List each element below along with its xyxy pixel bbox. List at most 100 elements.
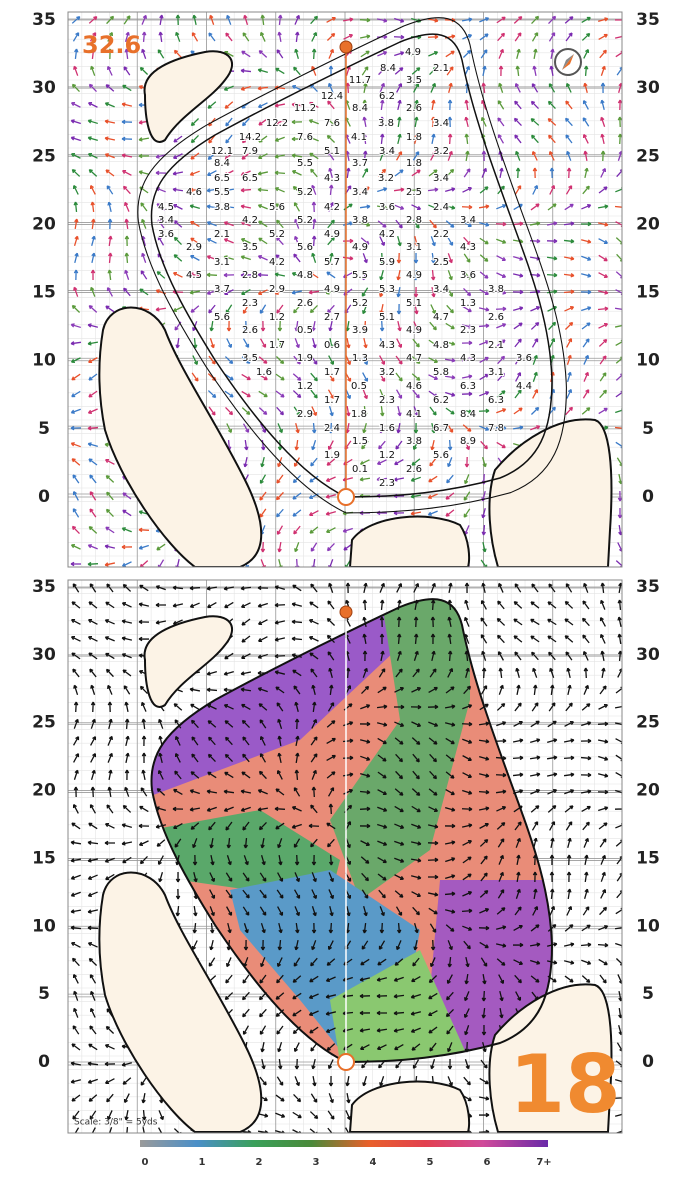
slope-arrow [513,255,524,261]
slope-arrow [70,874,81,880]
slope-label: 3.5 [406,75,422,86]
y-tick-label: 30 [636,645,660,665]
slope-arrow [291,170,302,176]
slope-arrow [461,17,473,22]
slope-arrow [156,271,166,279]
slope-arrow [225,117,233,127]
slope-arrow [259,906,267,916]
slope-arrow [89,474,97,484]
slope-arrow [532,65,537,77]
slope-arrow [376,1010,388,1016]
slope-arrow [378,66,387,76]
slope-label: 4.7 [433,312,449,323]
slope-label: 4.5 [186,270,202,281]
slope-arrow [361,440,369,450]
slope-arrow [614,18,622,22]
slope-arrow [496,255,506,262]
slope-arrow [225,974,233,984]
slope-arrow [244,439,249,451]
slope-label: 5.6 [269,202,285,213]
slope-arrow [242,304,250,314]
slope-arrow [291,806,302,812]
slope-arrow [309,1111,319,1120]
slope-arrow [547,805,557,813]
slope-arrow [495,738,507,744]
slope-arrow [598,822,608,830]
slope-arrow [70,561,82,567]
slope-label: 4.9 [406,270,422,281]
slope-label: 12.4 [321,91,343,102]
slope-arrow [584,888,589,899]
slope-arrow [580,755,592,761]
slope-arrow [550,888,555,900]
slope-arrow [124,701,129,713]
slope-arrow [260,31,266,42]
slope-arrow [71,957,80,967]
slope-arrow [564,16,574,24]
slope-arrow [599,49,607,59]
slope-arrow [547,635,557,643]
slope-arrow [172,171,184,176]
slope-arrow [206,687,218,693]
slope-arrow [105,305,115,313]
slope-arrow [514,583,522,593]
slope-arrow [346,337,351,349]
slope-arrow [276,304,284,314]
y-tick-label: 5 [38,419,50,439]
slope-label: 1.8 [406,132,422,143]
slope-arrow [531,32,539,42]
slope-arrow [514,32,522,42]
slope-arrow [529,942,541,947]
slope-arrow [328,320,333,332]
slope-arrow [121,102,133,107]
slope-arrow [412,1059,420,1069]
slope-arrow [158,31,163,43]
slope-arrow [376,977,388,982]
slope-arrow [397,320,402,332]
slope-arrow [479,425,490,431]
slope-arrow [497,134,505,144]
slope-arrow [141,735,147,747]
slope-arrow [429,923,437,933]
slope-arrow [549,871,555,883]
slope-label: 6.3 [488,395,504,406]
slope-arrow [294,338,300,349]
slope-arrow [242,338,250,348]
slope-arrow [121,823,132,828]
slope-arrow [294,769,300,781]
slope-arrow [397,133,402,145]
slope-arrow [155,307,167,312]
slope-arrow [89,491,97,501]
slope-arrow [431,133,436,145]
slope-arrow [158,752,163,764]
y-tick-label: 20 [32,214,56,234]
slope-arrow [141,718,146,730]
slope-label: 6.2 [433,395,449,406]
slope-arrow [141,252,147,263]
slope-arrow [88,83,97,93]
slope-arrow [310,668,318,678]
slope-arrow [430,82,436,93]
slope-arrow [481,82,486,94]
slope-arrow [276,474,284,484]
slope-arrow [598,17,609,22]
slope-arrow [413,286,419,298]
slope-arrow [277,320,283,332]
slope-arrow [431,650,436,662]
slope-arrow [190,237,200,245]
slope-arrow [462,772,472,779]
slope-arrow [394,805,404,813]
slope-arrow [327,100,335,110]
slope-arrow [277,872,284,882]
slope-arrow [515,991,522,1001]
slope-arrow [88,526,98,534]
slope-arrow [342,527,353,533]
slope-arrow [155,170,167,176]
slope-arrow [582,185,590,195]
slope-label: 1.2 [297,381,313,392]
slope-arrow [397,236,402,247]
slope-arrow [481,990,487,1002]
slope-arrow [124,269,130,280]
slope-arrow [394,840,405,846]
slope-arrow [598,33,608,41]
